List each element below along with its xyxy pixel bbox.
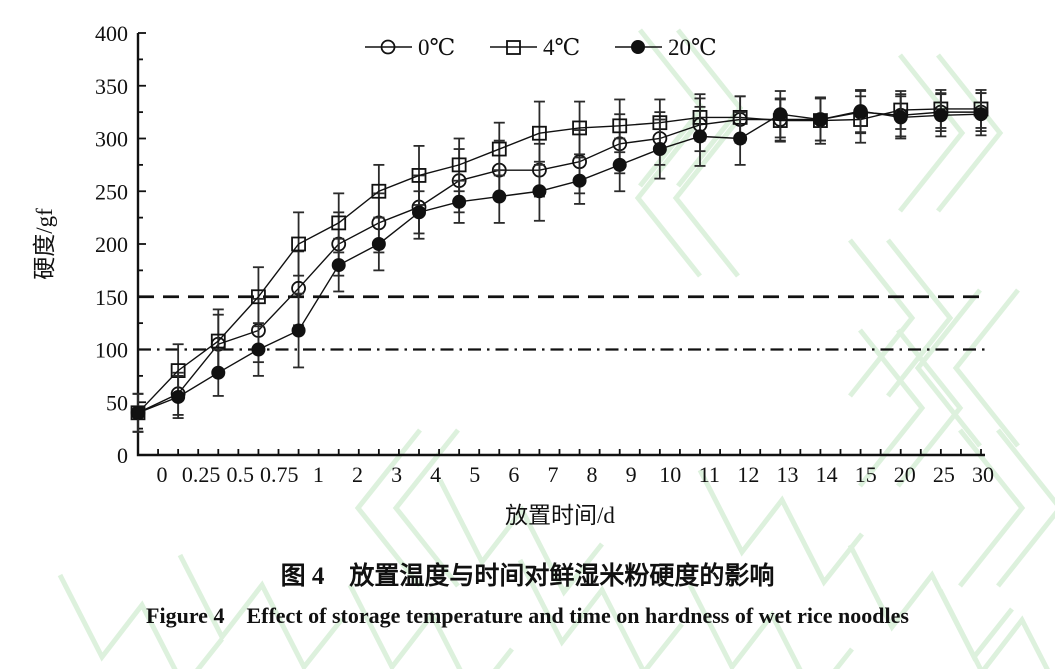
x-tick-label: 0.5 <box>226 462 254 487</box>
reference-lines <box>138 295 985 351</box>
circle-filled-marker-icon <box>251 342 266 357</box>
x-tick-label: 30 <box>972 462 994 487</box>
legend-label-20c: 20℃ <box>668 35 717 60</box>
y-tick-label: 400 <box>95 21 128 46</box>
error-bars <box>132 89 987 433</box>
square-open-marker-icon <box>506 40 521 55</box>
circle-filled-marker-icon <box>893 110 908 125</box>
series-4℃ <box>130 89 989 433</box>
x-tick-label: 11 <box>699 462 720 487</box>
circle-open-marker-icon <box>380 39 396 55</box>
y-axis-title: 硬度/gf <box>32 208 57 280</box>
figure-captions: 图 4 放置温度与时间对鲜湿米粉硬度的影响 Figure 4 Effect of… <box>0 560 1055 632</box>
y-tick-label: 100 <box>95 338 128 363</box>
x-tick-label: 3 <box>391 462 402 487</box>
square-open-marker-icon <box>491 141 507 157</box>
x-tick-label: 12 <box>737 462 759 487</box>
x-tick-label: 20 <box>894 462 916 487</box>
x-tick-label: 0.25 <box>182 462 221 487</box>
x-tick-label: 13 <box>777 462 799 487</box>
series-line <box>137 108 981 414</box>
circle-filled-marker-icon <box>532 184 547 199</box>
x-tick-label: 10 <box>659 462 681 487</box>
x-tick-label: 1 <box>313 462 324 487</box>
x-tick-label: 0 <box>157 462 168 487</box>
x-tick-label: 15 <box>855 462 877 487</box>
circle-filled-marker-icon <box>733 131 748 146</box>
square-open-marker-icon <box>210 333 226 349</box>
x-tick-label: 9 <box>626 462 637 487</box>
x-tick-label: 14 <box>816 462 838 487</box>
legend: 0℃ 4℃ 20℃ <box>365 35 717 60</box>
circle-filled-marker-icon <box>131 405 145 420</box>
square-open-marker-icon <box>532 125 547 141</box>
circle-filled-marker-icon <box>853 104 868 119</box>
circle-filled-marker-icon <box>652 142 667 157</box>
circle-filled-marker-icon <box>492 189 507 204</box>
circle-filled-marker-icon <box>412 205 426 220</box>
x-tick-label: 0.75 <box>260 462 299 487</box>
watermark-pattern <box>57 28 1055 669</box>
x-tick-label: 7 <box>547 462 558 487</box>
square-open-marker-icon <box>291 236 306 252</box>
square-open-marker-icon <box>451 157 467 173</box>
legend-label-0c: 0℃ <box>418 35 455 60</box>
legend-item-20c: 20℃ <box>615 35 717 60</box>
series-line <box>137 110 982 414</box>
circle-filled-marker-icon <box>631 40 645 54</box>
square-open-marker-icon <box>251 289 266 305</box>
legend-item-4c: 4℃ <box>490 35 580 60</box>
x-tick-label: 5 <box>469 462 480 487</box>
square-open-marker-icon <box>331 215 347 231</box>
square-open-marker-icon <box>612 118 628 134</box>
circle-filled-marker-icon <box>813 112 828 127</box>
figure-caption-en: Figure 4 Effect of storage temperature a… <box>146 603 909 628</box>
x-tick-label: 25 <box>933 462 955 487</box>
circle-filled-marker-icon <box>171 389 186 404</box>
y-tick-label: 250 <box>95 179 128 204</box>
square-open-marker-icon <box>371 183 387 199</box>
legend-item-0c: 0℃ <box>365 35 455 60</box>
x-tick-label: 8 <box>587 462 598 487</box>
circle-filled-marker-icon <box>612 157 627 172</box>
y-tick-label: 150 <box>95 285 128 310</box>
circle-filled-marker-icon <box>371 237 386 251</box>
square-open-marker-icon <box>572 120 587 136</box>
circle-filled-marker-icon <box>693 129 707 144</box>
circle-filled-marker-icon <box>211 365 226 380</box>
series-line <box>137 111 981 414</box>
circle-filled-marker-icon <box>291 323 306 338</box>
series-20℃ <box>131 89 988 433</box>
x-tick-label: 4 <box>430 462 441 487</box>
y-tick-label: 350 <box>95 74 128 99</box>
legend-label-4c: 4℃ <box>543 35 580 60</box>
y-tick-label: 50 <box>106 390 128 415</box>
circle-filled-marker-icon <box>452 194 467 209</box>
x-axis-title: 放置时间/d <box>505 503 615 528</box>
circle-filled-marker-icon <box>974 107 988 122</box>
x-tick-label: 2 <box>352 462 363 487</box>
y-tick-label: 200 <box>95 232 128 257</box>
circle-filled-marker-icon <box>572 173 587 188</box>
circle-filled-marker-icon <box>933 108 948 123</box>
y-tick-label: 0 <box>117 443 128 468</box>
figure-caption-zh: 图 4 放置温度与时间对鲜湿米粉硬度的影响 <box>280 563 775 590</box>
circle-filled-marker-icon <box>331 258 346 273</box>
circle-filled-marker-icon <box>773 107 788 122</box>
square-open-marker-icon <box>411 168 427 183</box>
error-bars <box>132 89 987 433</box>
y-tick-label: 300 <box>95 127 128 152</box>
x-tick-label: 6 <box>508 462 519 487</box>
